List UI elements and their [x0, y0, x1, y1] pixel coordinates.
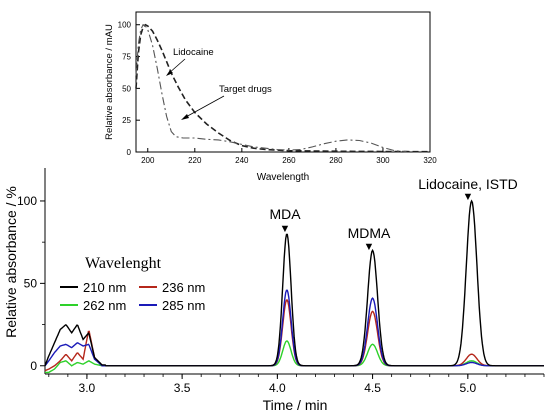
- main-y-tick-label-1: 50: [24, 276, 38, 290]
- legend-label-210nm: 210 nm: [83, 280, 126, 295]
- main-y-tick-label-2: 100: [17, 194, 37, 208]
- inset-y-tick-label-4: 100: [118, 21, 132, 30]
- peak-label-mdma-marker: ▼: [364, 241, 375, 253]
- peak-label-lidocaine: Lidocaine, ISTD ▼: [418, 176, 518, 203]
- inset-y-tick-label-3: 75: [122, 53, 131, 62]
- main-axis-ticks: 3.0 3.5 4.0 4.5 5.0 0 50 100: [17, 194, 545, 395]
- inset-uv-spectra-chart: 200 220 240 260 280 300 320 0 25 50 75 100 Waveleng…: [104, 11, 438, 183]
- inset-annotation-lidocaine-arrowhead: [166, 70, 173, 76]
- inset-y-tick-label-0: 0: [127, 148, 132, 157]
- legend: Wavelenght 210 nm 236 nm 262 nm 285 nm: [60, 255, 205, 313]
- inset-series-line-lidocaine: [135, 23, 431, 153]
- inset-x-tick-label-5: 300: [376, 156, 390, 165]
- inset-y-axis-label: Relative absorbance / mAU: [104, 24, 115, 140]
- inset-x-tick-label-2: 240: [235, 156, 249, 165]
- inset-x-tick-label-6: 320: [423, 156, 437, 165]
- inset-x-tick-label-1: 220: [188, 156, 202, 165]
- main-y-axis-label: Relative absorbance / %: [3, 186, 19, 338]
- inset-series-line-target-drugs: [135, 23, 407, 153]
- main-x-tick-label-0: 3.0: [79, 381, 96, 395]
- inset-annotation-lidocaine: Lidocaine: [173, 47, 214, 58]
- main-series-line-210nm: [44, 199, 544, 367]
- inset-axis-ticks: 200 220 240 260 280 300 320 0 25 50 75 100: [118, 21, 438, 165]
- peak-label-mdma-text: MDMA: [348, 225, 391, 241]
- peak-label-mdma: MDMA ▼: [348, 225, 391, 253]
- inset-y-tick-label-2: 50: [122, 84, 131, 93]
- peak-label-lidocaine-text: Lidocaine, ISTD: [418, 176, 518, 192]
- inset-series-lines: [135, 23, 431, 153]
- main-series-lines: [44, 199, 544, 374]
- peak-label-lidocaine-marker: ▼: [463, 191, 474, 203]
- inset-x-tick-label-4: 280: [329, 156, 343, 165]
- legend-title: Wavelenght: [85, 255, 162, 272]
- main-y-tick-label-0: 0: [30, 359, 37, 373]
- inset-annotation-target-drugs: Target drugs: [219, 84, 272, 95]
- main-chromatogram-chart: 3.0 3.5 4.0 4.5 5.0 0 50 100 Time / min Relativ…: [3, 168, 545, 413]
- legend-item-236nm: 236 nm: [139, 280, 205, 295]
- main-x-axis-label: Time / min: [263, 397, 328, 413]
- inset-plot-frame: [135, 11, 431, 153]
- peak-label-mda-marker: ▼: [280, 223, 291, 235]
- legend-label-262nm: 262 nm: [83, 298, 126, 313]
- legend-item-262nm: 262 nm: [60, 298, 126, 313]
- legend-item-285nm: 285 nm: [139, 298, 205, 313]
- legend-label-236nm: 236 nm: [162, 280, 205, 295]
- inset-x-tick-label-0: 200: [141, 156, 155, 165]
- main-x-tick-label-4: 5.0: [459, 381, 476, 395]
- inset-y-tick-label-1: 25: [122, 116, 131, 125]
- inset-x-tick-label-3: 260: [282, 156, 296, 165]
- inset-x-axis-label: Wavelength: [257, 172, 309, 183]
- inset-annotation-target-drugs-arrowhead: [181, 114, 189, 120]
- peak-label-mda-text: MDA: [269, 206, 301, 222]
- main-x-tick-label-3: 4.5: [364, 381, 381, 395]
- main-x-tick-label-2: 4.0: [269, 381, 286, 395]
- inset-annotation-target-drugs-arrow: [183, 95, 225, 119]
- legend-item-210nm: 210 nm: [60, 280, 126, 295]
- legend-label-285nm: 285 nm: [162, 298, 205, 313]
- main-x-tick-label-1: 3.5: [174, 381, 191, 395]
- peak-label-mda: MDA ▼: [269, 206, 301, 235]
